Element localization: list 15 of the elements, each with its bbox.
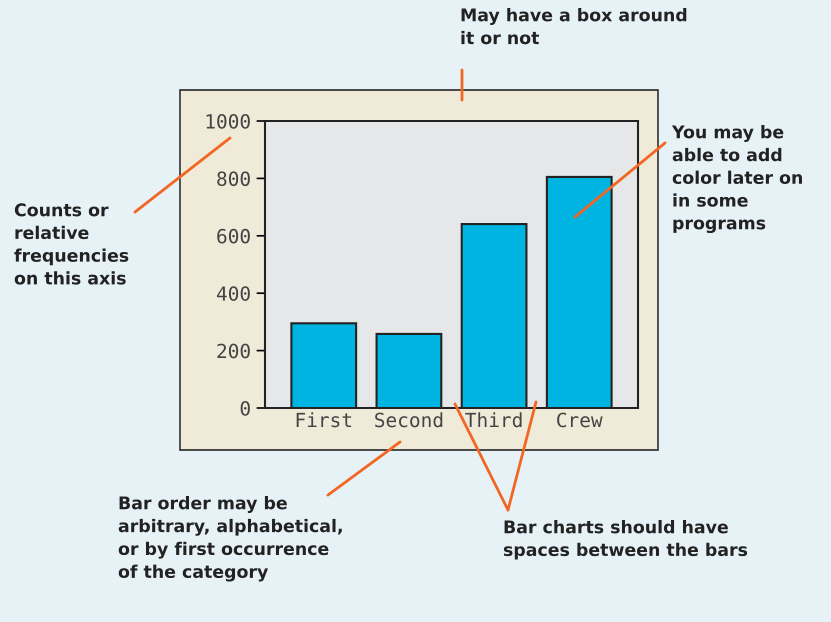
x-tick-label: Crew — [557, 412, 603, 428]
x-tick-label: Second — [375, 412, 442, 428]
y-tick-label: 1000 — [206, 114, 250, 129]
text: Bar order may be arbitrary, alphabetical, or by first occurrence of the category — [118, 496, 342, 582]
text: Counts or relative frequencies on this axis — [14, 203, 128, 285]
text: May have a box around it or not — [461, 8, 686, 44]
y-tick-label: 0 — [240, 401, 250, 416]
text: You may be able to add color later on in some programs — [672, 125, 802, 234]
y-tick-label: 400 — [216, 286, 250, 301]
x-tick-label: Third — [465, 412, 522, 428]
y-tick-label: 800 — [217, 171, 250, 186]
text: Bar charts should have spaces between the bars — [504, 520, 748, 560]
y-tick-label: 200 — [217, 344, 250, 358]
y-tick-label: 600 — [217, 228, 250, 244]
x-tick-label: First — [296, 412, 352, 428]
